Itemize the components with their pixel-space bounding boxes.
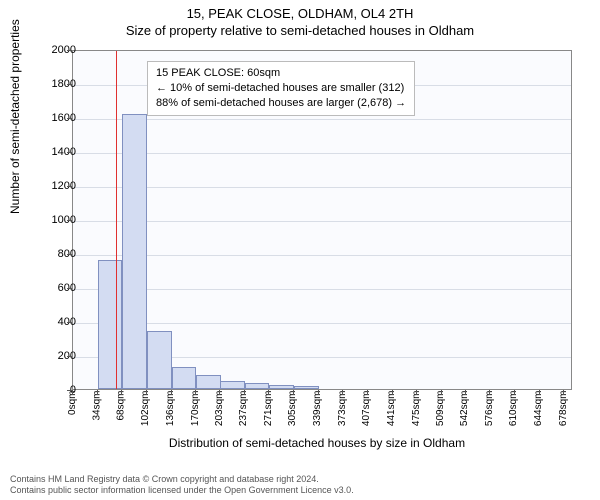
x-tick-label: 576sqm xyxy=(484,391,495,427)
footer-line-2: Contains public sector information licen… xyxy=(10,485,354,496)
y-tick-label: 1000 xyxy=(52,214,76,226)
x-tick-label: 170sqm xyxy=(190,391,201,427)
histogram-bar xyxy=(294,386,319,389)
histogram-bar xyxy=(196,375,221,389)
x-tick-mark xyxy=(195,390,196,395)
x-tick-mark xyxy=(244,390,245,395)
histogram-bar xyxy=(269,385,294,389)
histogram-bar xyxy=(147,331,172,389)
annotation-line: 88% of semi-detached houses are larger (… xyxy=(156,96,406,111)
x-tick-label: 610sqm xyxy=(509,391,520,427)
annotation-box: 15 PEAK CLOSE: 60sqm← 10% of semi-detach… xyxy=(147,61,415,116)
y-tick-mark xyxy=(67,356,72,357)
histogram-bar xyxy=(122,114,147,389)
footer-line-1: Contains HM Land Registry data © Crown c… xyxy=(10,474,354,485)
histogram-bar xyxy=(220,381,245,390)
x-tick-mark xyxy=(539,390,540,395)
x-tick-label: 34sqm xyxy=(91,391,102,421)
y-axis-label: Number of semi-detached properties xyxy=(8,19,22,214)
annotation-line: ← 10% of semi-detached houses are smalle… xyxy=(156,81,406,96)
x-tick-mark xyxy=(121,390,122,395)
annotation-line: 15 PEAK CLOSE: 60sqm xyxy=(156,66,406,81)
grid-line xyxy=(73,255,571,256)
y-tick-mark xyxy=(67,186,72,187)
y-tick-mark xyxy=(67,152,72,153)
grid-line xyxy=(73,153,571,154)
x-tick-label: 305sqm xyxy=(288,391,299,427)
grid-line xyxy=(73,323,571,324)
x-tick-mark xyxy=(97,390,98,395)
x-tick-mark xyxy=(219,390,220,395)
x-tick-label: 475sqm xyxy=(411,391,422,427)
y-tick-mark xyxy=(67,118,72,119)
x-tick-label: 203sqm xyxy=(214,391,225,427)
property-marker-line xyxy=(116,51,117,389)
histogram-bar xyxy=(172,367,197,389)
y-tick-mark xyxy=(67,84,72,85)
x-tick-mark xyxy=(489,390,490,395)
page-subtitle: Size of property relative to semi-detach… xyxy=(0,21,600,38)
x-tick-label: 102sqm xyxy=(140,391,151,427)
y-tick-label: 1400 xyxy=(52,146,76,158)
histogram-bar xyxy=(245,383,270,389)
x-tick-label: 339sqm xyxy=(312,391,323,427)
x-tick-mark xyxy=(441,390,442,395)
x-tick-mark xyxy=(514,390,515,395)
x-tick-mark xyxy=(293,390,294,395)
x-tick-mark xyxy=(392,390,393,395)
y-tick-label: 2000 xyxy=(52,44,76,56)
x-tick-label: 407sqm xyxy=(361,391,372,427)
x-tick-mark xyxy=(416,390,417,395)
x-tick-label: 542sqm xyxy=(459,391,470,427)
plot-area: 15 PEAK CLOSE: 60sqm← 10% of semi-detach… xyxy=(72,50,572,390)
histogram-bar xyxy=(98,260,123,389)
x-tick-label: 237sqm xyxy=(238,391,249,427)
x-tick-mark xyxy=(563,390,564,395)
x-tick-mark xyxy=(146,390,147,395)
x-tick-mark xyxy=(318,390,319,395)
x-tick-label: 509sqm xyxy=(435,391,446,427)
histogram-chart: Number of semi-detached properties 15 PE… xyxy=(52,44,582,424)
y-tick-mark xyxy=(67,322,72,323)
page-title: 15, PEAK CLOSE, OLDHAM, OL4 2TH xyxy=(0,0,600,21)
x-tick-mark xyxy=(268,390,269,395)
grid-line xyxy=(73,119,571,120)
x-tick-label: 678sqm xyxy=(558,391,569,427)
x-tick-mark xyxy=(367,390,368,395)
y-tick-label: 1600 xyxy=(52,112,76,124)
y-tick-mark xyxy=(67,50,72,51)
x-tick-label: 271sqm xyxy=(263,391,274,427)
y-tick-label: 1800 xyxy=(52,78,76,90)
x-tick-mark xyxy=(171,390,172,395)
y-tick-mark xyxy=(67,220,72,221)
x-tick-label: 136sqm xyxy=(165,391,176,427)
x-axis-label: Distribution of semi-detached houses by … xyxy=(52,436,582,450)
x-tick-mark xyxy=(465,390,466,395)
y-tick-mark xyxy=(67,288,72,289)
footer-attribution: Contains HM Land Registry data © Crown c… xyxy=(10,474,354,497)
x-tick-label: 644sqm xyxy=(533,391,544,427)
y-tick-label: 1200 xyxy=(52,180,76,192)
y-tick-mark xyxy=(67,254,72,255)
x-tick-label: 68sqm xyxy=(116,391,127,421)
x-tick-label: 373sqm xyxy=(337,391,348,427)
x-tick-mark xyxy=(72,390,73,395)
grid-line xyxy=(73,289,571,290)
x-tick-mark xyxy=(342,390,343,395)
grid-line xyxy=(73,187,571,188)
grid-line xyxy=(73,221,571,222)
x-tick-label: 441sqm xyxy=(386,391,397,427)
